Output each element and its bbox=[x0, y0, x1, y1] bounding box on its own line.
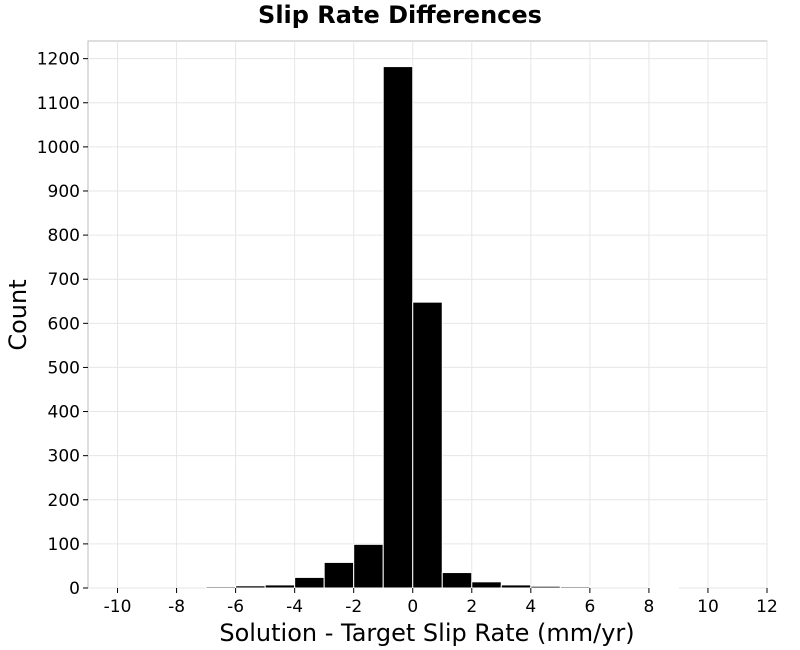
x-tick-label: -2 bbox=[345, 597, 362, 617]
histogram-bar bbox=[530, 585, 561, 589]
histogram-bar bbox=[648, 586, 679, 589]
x-tick-label: -8 bbox=[168, 597, 185, 617]
y-tick-label: 700 bbox=[48, 270, 80, 290]
x-tick-label: -4 bbox=[286, 597, 303, 617]
x-tick-label: -10 bbox=[104, 597, 132, 617]
histogram-bars bbox=[205, 66, 679, 589]
histogram-bar bbox=[264, 584, 296, 589]
y-tick-label: 200 bbox=[48, 491, 80, 511]
y-tick-label: 1100 bbox=[37, 94, 80, 114]
histogram-bar bbox=[471, 581, 502, 589]
histogram-bar bbox=[235, 585, 266, 589]
histogram-bar bbox=[382, 66, 414, 589]
histogram-bar bbox=[205, 586, 237, 589]
y-tick-label: 500 bbox=[48, 358, 80, 378]
x-tick-label: 2 bbox=[466, 597, 477, 617]
x-tick-label: 8 bbox=[643, 597, 654, 617]
y-tick-label: 100 bbox=[48, 535, 80, 555]
y-tick-label: 400 bbox=[48, 403, 80, 423]
y-axis-ticks: 0 100 200 300 400 500 600 700 800 900 1000 1100 1200 bbox=[37, 50, 88, 599]
y-tick-label: 1000 bbox=[37, 138, 80, 158]
histogram-bar bbox=[441, 572, 473, 589]
x-tick-label: 6 bbox=[584, 597, 595, 617]
histogram-bar bbox=[294, 576, 325, 589]
histogram-bar bbox=[353, 543, 384, 589]
y-tick-label: 900 bbox=[48, 182, 80, 202]
x-tick-label: -6 bbox=[227, 597, 244, 617]
y-tick-label: 800 bbox=[48, 226, 80, 246]
y-tick-label: 1200 bbox=[37, 50, 80, 70]
histogram-bar bbox=[412, 301, 443, 589]
y-tick-label: 0 bbox=[69, 579, 80, 599]
x-tick-label: 10 bbox=[697, 597, 719, 617]
y-tick-label: 300 bbox=[48, 447, 80, 467]
x-tick-label: 12 bbox=[756, 597, 778, 617]
y-axis-label: Count bbox=[4, 279, 32, 350]
x-axis-label: Solution - Target Slip Rate (mm/yr) bbox=[219, 619, 634, 647]
histogram-bar bbox=[500, 584, 532, 589]
x-tick-label: 4 bbox=[525, 597, 536, 617]
chart-title: Slip Rate Differences bbox=[258, 1, 542, 29]
y-tick-label: 600 bbox=[48, 314, 80, 334]
x-tick-label: 0 bbox=[407, 597, 418, 617]
x-axis-ticks: -10 -8 -6 -4 -2 0 2 4 6 8 10 12 bbox=[104, 588, 778, 617]
histogram-bar bbox=[323, 561, 355, 589]
histogram-bar bbox=[559, 586, 591, 589]
